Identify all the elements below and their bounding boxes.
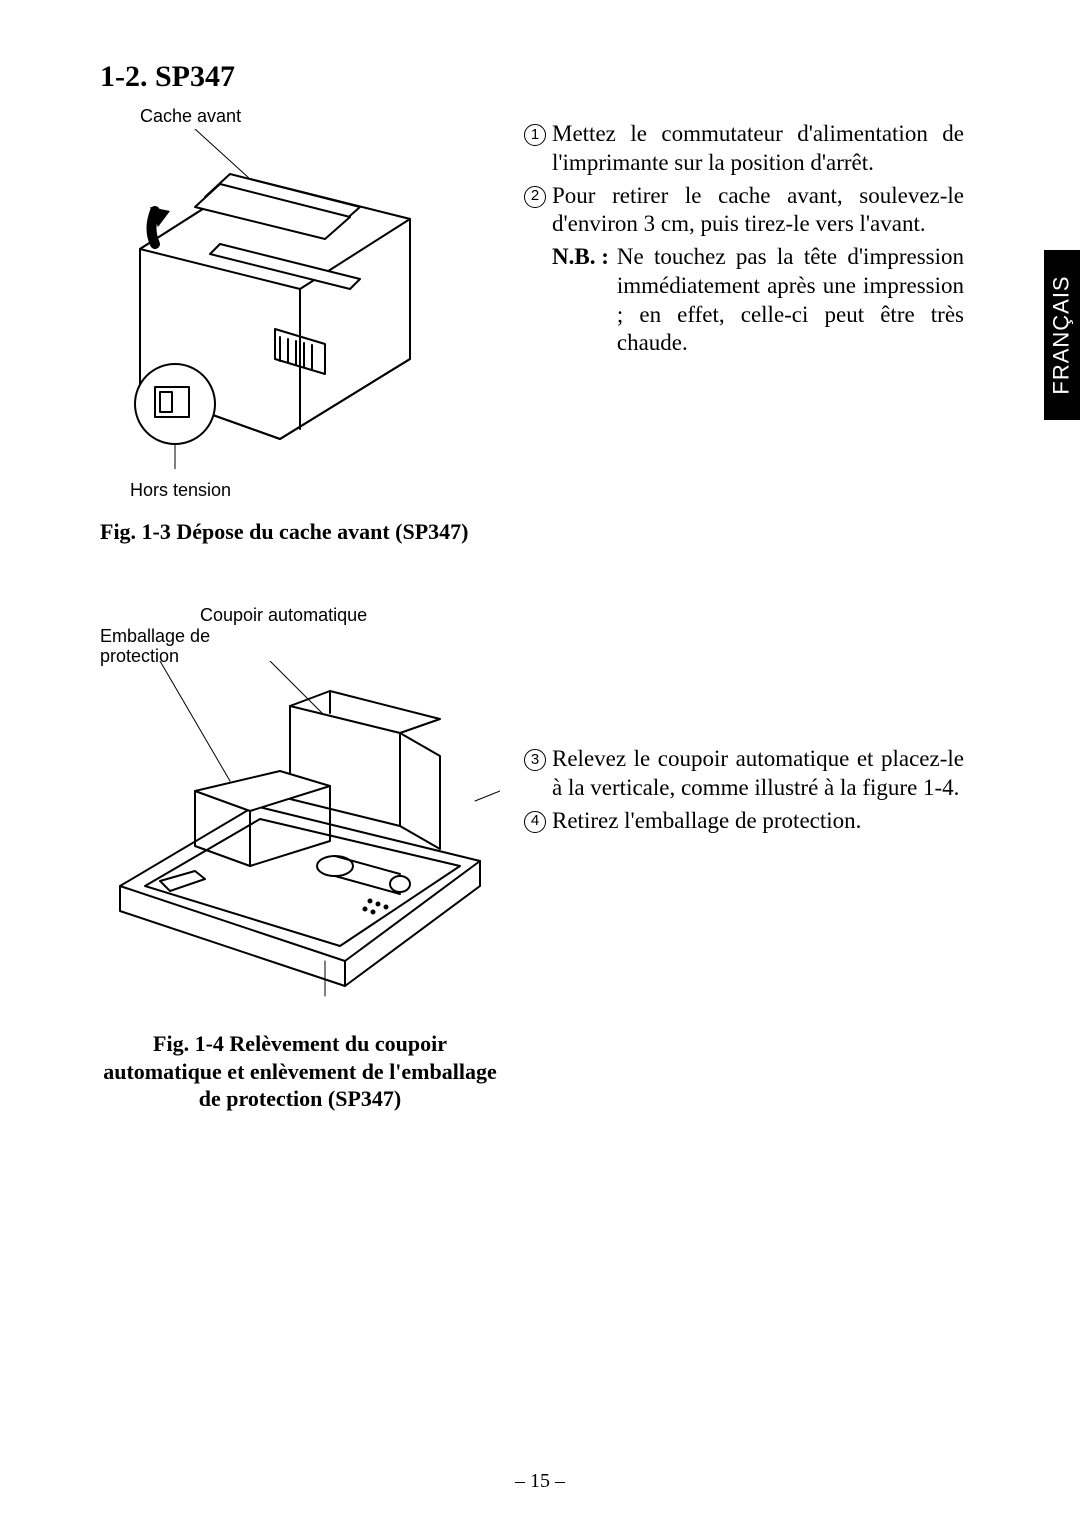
circled-3-icon: 3	[524, 749, 546, 771]
fig2-label-b: Emballage de protection	[100, 627, 210, 667]
steps-column-2: 3 Relevez le coupoir automatique et plac…	[524, 605, 964, 839]
fig1-label-bottom: Hors tension	[130, 480, 500, 501]
step-3-text: Relevez le coupoir automatique et placez…	[552, 745, 964, 803]
step-2-text: Pour retirer le cache avant, soulevez-le…	[552, 182, 964, 240]
section-1: Cache avant	[100, 106, 980, 545]
section-2: Coupoir automatique Emballage de protect…	[100, 605, 980, 1113]
figure-1-svg	[100, 129, 480, 469]
circled-2-icon: 2	[524, 186, 546, 208]
step-2: 2 Pour retirer le cache avant, soulevez-…	[524, 182, 964, 240]
figure-1-block: Cache avant	[100, 106, 500, 545]
nb-text: Ne touchez pas la tête d'impression immé…	[617, 243, 964, 358]
page-number: – 15 –	[0, 1470, 1080, 1493]
circled-1-icon: 1	[524, 124, 546, 146]
language-tab: FRANÇAIS	[1044, 250, 1080, 420]
nb-label: N.B. :	[552, 243, 609, 358]
step-3: 3 Relevez le coupoir automatique et plac…	[524, 745, 964, 803]
steps-column-1: 1 Mettez le commutateur d'alimentation d…	[524, 106, 964, 358]
step-4-text: Retirez l'emballage de protection.	[552, 807, 964, 836]
fig2-label-a: Coupoir automatique	[200, 605, 367, 626]
section-heading: 1-2. SP347	[100, 60, 980, 94]
fig1-label-top: Cache avant	[140, 106, 500, 127]
fig2-caption: Fig. 1-4 Relèvement du coupoir automatiq…	[100, 1030, 500, 1113]
language-tab-text: FRANÇAIS	[1049, 275, 1075, 394]
figure-2-block: Coupoir automatique Emballage de protect…	[100, 605, 500, 1113]
fig2-labels: Coupoir automatique Emballage de protect…	[100, 605, 500, 661]
figure-2-svg	[100, 661, 500, 1001]
nb-block: N.B. : Ne touchez pas la tête d'impressi…	[552, 243, 964, 358]
circled-4-icon: 4	[524, 811, 546, 833]
step-1: 1 Mettez le commutateur d'alimentation d…	[524, 120, 964, 178]
step-4: 4 Retirez l'emballage de protection.	[524, 807, 964, 836]
fig1-caption: Fig. 1-3 Dépose du cache avant (SP347)	[100, 519, 500, 545]
page-content: 1-2. SP347 Cache avant	[100, 60, 980, 1113]
step-1-text: Mettez le commutateur d'alimentation de …	[552, 120, 964, 178]
